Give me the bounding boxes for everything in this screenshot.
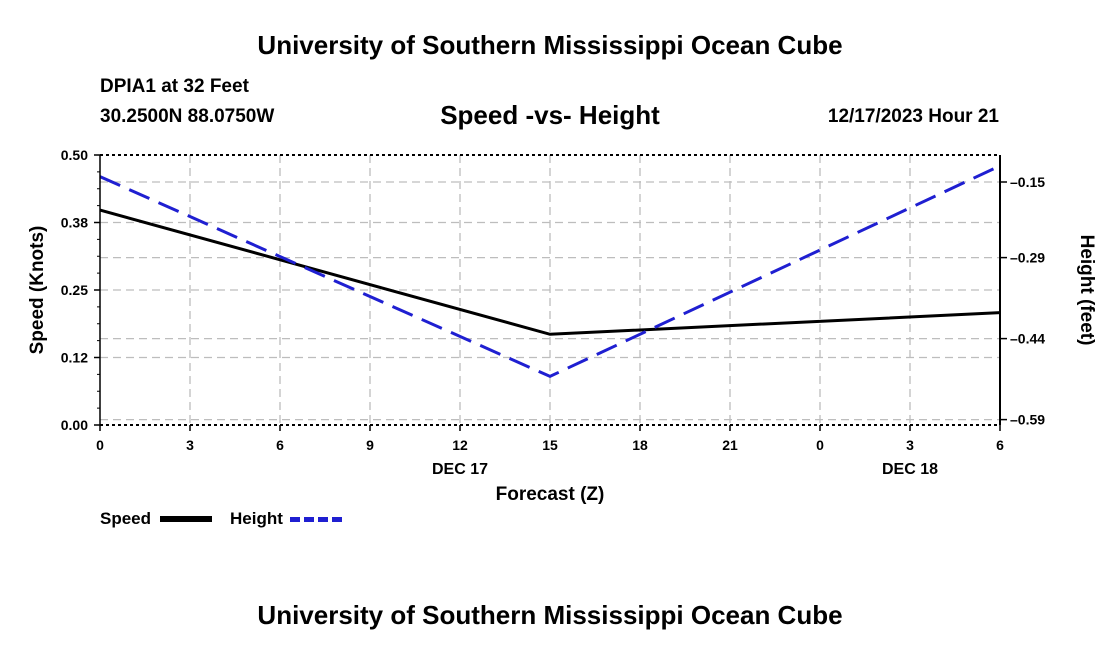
series-lines: [99, 164, 1001, 379]
series-line-height: [99, 164, 1001, 379]
x-tick-label: 6: [996, 437, 1004, 453]
station-label: DPIA1 at 32 Feet: [100, 76, 249, 97]
y-tick-label: 0.38: [61, 215, 88, 231]
chart-title: University of Southern Mississippi Ocean…: [257, 30, 843, 60]
axes: 0 3 6 9 12 15 18 21 0 3 6 DEC 17 DEC 18 0.00 0.12 0.25 0…: [61, 147, 1045, 478]
footer-title: University of Southern Mississippi Ocean…: [257, 600, 843, 630]
x-tick-label: 15: [542, 437, 558, 453]
y-tick-label: 0.25: [61, 282, 88, 298]
x-tick-label: 6: [276, 437, 284, 453]
y2-tick-label: –0.29: [1010, 250, 1045, 266]
x-axis-label: Forecast (Z): [496, 484, 605, 505]
chart-subtitle: Speed -vs- Height: [440, 100, 660, 130]
grid-lines: [100, 155, 1000, 425]
x-tick-label: 3: [186, 437, 194, 453]
axis-labels: Forecast (Z) Speed (Knots) Height (feet): [27, 226, 1097, 505]
legend-item-height: Height: [230, 509, 283, 529]
x-tick-label: 3: [906, 437, 914, 453]
x-tick-label: 12: [452, 437, 468, 453]
y2-tick-label: –0.15: [1010, 174, 1045, 190]
x-tick-label: 0: [96, 437, 104, 453]
x-tick-label: 9: [366, 437, 374, 453]
legend-swatch-speed: [160, 516, 212, 522]
y-axis-label-right: Height (feet): [1076, 235, 1097, 346]
y-tick-label: 0.50: [61, 147, 88, 163]
date-label: DEC 17: [432, 461, 488, 478]
x-tick-label: 0: [816, 437, 824, 453]
x-tick-label: 21: [722, 437, 738, 453]
legend-label-speed: Speed: [100, 509, 152, 528]
series-line-speed: [99, 208, 1001, 336]
y-tick-label: 0.12: [61, 350, 88, 366]
legend-swatch-height: [290, 517, 342, 522]
x-tick-label: 18: [632, 437, 648, 453]
y2-tick-label: –0.59: [1010, 412, 1045, 428]
station-coordinates: 30.2500N 88.0750W: [100, 106, 275, 127]
forecast-datetime: 12/17/2023 Hour 21: [827, 106, 999, 127]
y-axis-label-left: Speed (Knots): [27, 226, 48, 355]
y-tick-label: 0.00: [61, 417, 88, 433]
y2-tick-label: –0.44: [1010, 331, 1045, 347]
date-label: DEC 18: [882, 461, 938, 478]
legend-item-speed: Speed: [100, 509, 151, 529]
legend-label-height: Height: [230, 509, 283, 528]
